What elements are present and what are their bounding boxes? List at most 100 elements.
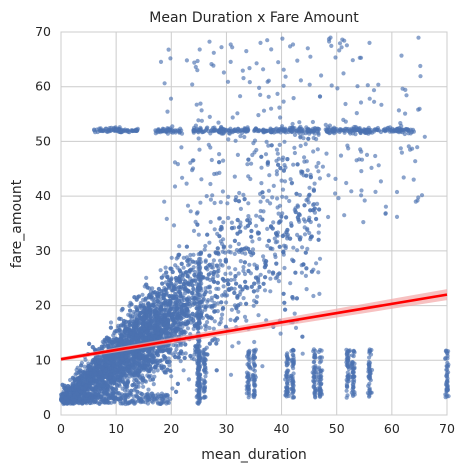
data-point <box>290 391 295 396</box>
data-point <box>241 296 246 301</box>
data-point <box>156 286 161 292</box>
data-point <box>168 368 173 373</box>
data-point <box>273 231 279 236</box>
data-point <box>133 127 138 132</box>
data-point <box>252 363 257 368</box>
data-point <box>165 275 170 280</box>
data-point <box>218 200 223 205</box>
data-point <box>203 305 208 310</box>
data-point <box>282 139 287 144</box>
data-point <box>190 283 195 288</box>
data-point <box>215 246 220 251</box>
data-point <box>167 278 172 283</box>
data-point <box>219 300 224 305</box>
data-point <box>285 357 290 362</box>
data-point <box>98 370 103 375</box>
data-point <box>280 211 285 216</box>
data-point <box>208 131 213 136</box>
data-point <box>155 353 160 358</box>
data-point <box>83 383 88 388</box>
data-point <box>291 395 296 400</box>
data-point <box>177 268 183 274</box>
data-point <box>191 318 196 323</box>
data-point <box>136 358 141 364</box>
data-point <box>348 131 353 136</box>
data-point <box>243 284 248 289</box>
data-point <box>156 326 161 331</box>
data-point <box>142 326 147 332</box>
data-point <box>166 319 171 324</box>
data-point <box>144 275 149 280</box>
data-point <box>120 306 125 312</box>
data-point <box>124 354 129 359</box>
data-point <box>130 327 135 332</box>
data-point <box>145 349 150 354</box>
data-point <box>290 352 295 357</box>
data-point <box>306 136 311 141</box>
data-point <box>144 282 149 287</box>
data-point <box>316 230 321 235</box>
data-point <box>276 156 281 161</box>
data-point <box>268 246 273 251</box>
data-point <box>140 292 145 297</box>
data-point <box>276 211 281 216</box>
data-point <box>388 127 393 133</box>
data-point <box>182 355 187 361</box>
data-point <box>186 301 191 306</box>
data-point <box>130 337 135 342</box>
data-point <box>103 354 108 359</box>
data-point <box>233 274 238 279</box>
data-point <box>209 316 214 321</box>
data-point <box>135 340 140 345</box>
data-point <box>246 157 251 162</box>
data-point <box>196 232 201 237</box>
data-point <box>229 226 235 231</box>
data-point <box>183 342 188 347</box>
data-point <box>286 379 291 384</box>
data-point <box>151 358 156 364</box>
data-point <box>260 364 265 369</box>
data-point <box>220 276 225 282</box>
data-point <box>169 255 174 260</box>
data-point <box>152 309 157 314</box>
data-point <box>226 249 231 254</box>
data-point <box>232 174 237 179</box>
data-point <box>103 338 109 343</box>
data-point <box>297 120 302 125</box>
data-point <box>236 225 242 230</box>
data-point <box>165 359 170 365</box>
data-point <box>197 300 202 306</box>
data-point <box>142 305 147 311</box>
data-point <box>94 386 99 391</box>
data-point <box>251 353 256 358</box>
data-point <box>405 127 410 132</box>
data-point <box>126 334 131 339</box>
data-point <box>148 325 153 330</box>
data-point <box>284 195 289 200</box>
data-point <box>256 313 261 318</box>
data-point <box>97 364 102 369</box>
data-point <box>131 319 136 324</box>
data-point <box>293 325 299 330</box>
data-point <box>339 127 344 132</box>
data-point <box>307 192 312 197</box>
data-point <box>292 145 297 150</box>
data-point <box>187 268 192 273</box>
data-point <box>207 240 212 245</box>
data-point <box>174 347 179 352</box>
data-point <box>198 256 203 261</box>
data-point <box>280 157 285 163</box>
data-point <box>171 223 177 228</box>
data-point <box>265 128 270 133</box>
data-point <box>266 238 271 243</box>
data-point <box>203 286 208 291</box>
data-point <box>250 239 255 244</box>
data-point <box>277 271 282 276</box>
data-point <box>140 378 145 383</box>
data-point <box>259 181 264 186</box>
data-point <box>268 276 273 281</box>
data-point <box>211 326 216 331</box>
data-point <box>162 370 167 375</box>
data-point <box>303 273 308 278</box>
